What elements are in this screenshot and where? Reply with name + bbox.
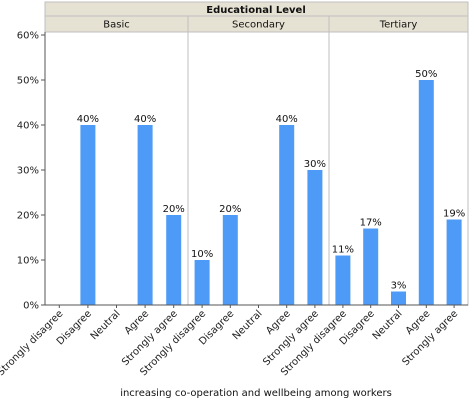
- panel-subheader-label: Secondary: [232, 20, 285, 31]
- panel-header-group: Educational Level: [44, 1, 469, 17]
- x-axis-title: increasing co-operation and wellbeing am…: [120, 388, 392, 399]
- data-label: 19%: [443, 209, 465, 220]
- bar: [335, 255, 351, 305]
- bar: [418, 80, 434, 305]
- data-label: 40%: [77, 114, 99, 125]
- bar: [363, 228, 379, 305]
- bar: [166, 215, 182, 305]
- y-tick-label: 30%: [17, 166, 39, 177]
- data-label: 50%: [415, 69, 437, 80]
- y-tick-label: 0%: [23, 301, 39, 312]
- data-label: 40%: [134, 114, 156, 125]
- y-tick-label: 60%: [17, 31, 39, 42]
- bar: [194, 260, 210, 305]
- data-label: 11%: [332, 245, 354, 256]
- panel-header-title: Educational Level: [206, 5, 306, 16]
- data-label: 40%: [276, 114, 298, 125]
- panel-subheader-label: Basic: [103, 20, 129, 31]
- data-label: 17%: [360, 218, 382, 229]
- y-tick-label: 50%: [17, 76, 39, 87]
- y-tick-label: 10%: [17, 256, 39, 267]
- data-label: 30%: [304, 159, 326, 170]
- y-axis: 0% 10% 20% 30% 40% 50% 60%: [17, 31, 46, 312]
- data-label: 20%: [163, 204, 185, 215]
- y-tick-label: 20%: [17, 211, 39, 222]
- bar: [307, 170, 323, 305]
- bar: [222, 215, 238, 305]
- bar: [279, 125, 295, 305]
- bar: [446, 219, 462, 305]
- bar: [391, 291, 406, 305]
- y-tick-label: 40%: [17, 121, 39, 132]
- data-label: 3%: [391, 281, 407, 292]
- panel-subheader-label: Tertiary: [379, 20, 418, 31]
- bar: [137, 125, 153, 305]
- data-label: 10%: [191, 249, 213, 260]
- data-label: 20%: [219, 204, 241, 215]
- bar: [80, 125, 96, 305]
